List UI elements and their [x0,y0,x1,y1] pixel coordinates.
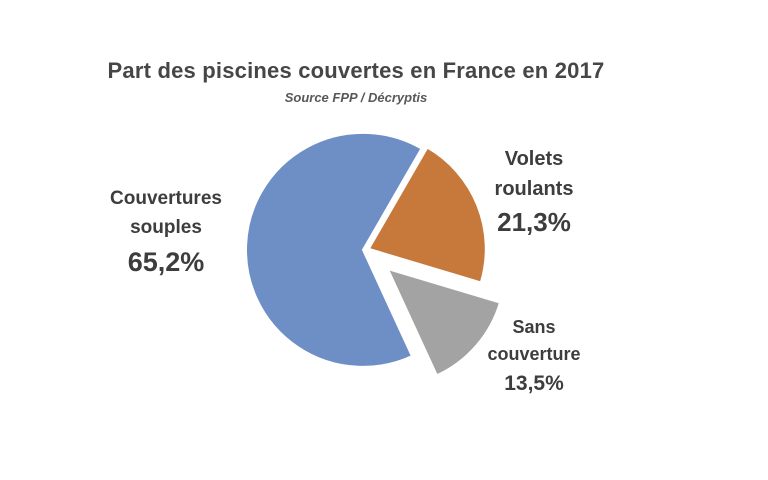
slice-label-text: Couvertures [110,188,222,209]
pie-slice-sans-couverture [386,267,502,377]
slice-label-value: 13,5% [504,372,564,395]
chart-source: Source FPP / Décryptis [284,90,428,105]
pie-slice-couvertures-souples [245,131,423,368]
slice-label-couvertures-souples: Couvertures souples 65,2% [56,184,276,278]
slice-label-value: 21,3% [497,207,571,237]
slice-label-sans-couverture: Sans couverture 13,5% [434,314,634,396]
slice-label-text: souples [130,217,202,238]
slice-label-text: roulants [494,178,574,200]
slice-label-value: 65,2% [127,247,205,277]
slice-label-text: Volets [504,148,564,170]
slice-label-volets-roulants: Volets roulants 21,3% [444,144,624,238]
chart-title: Part des piscines couvertes en France en… [107,58,605,83]
slice-label-text: Sans [512,317,556,337]
pie-slice-volets-roulants [367,146,487,284]
slice-label-text: couverture [487,344,581,364]
pie-slices [245,131,502,377]
